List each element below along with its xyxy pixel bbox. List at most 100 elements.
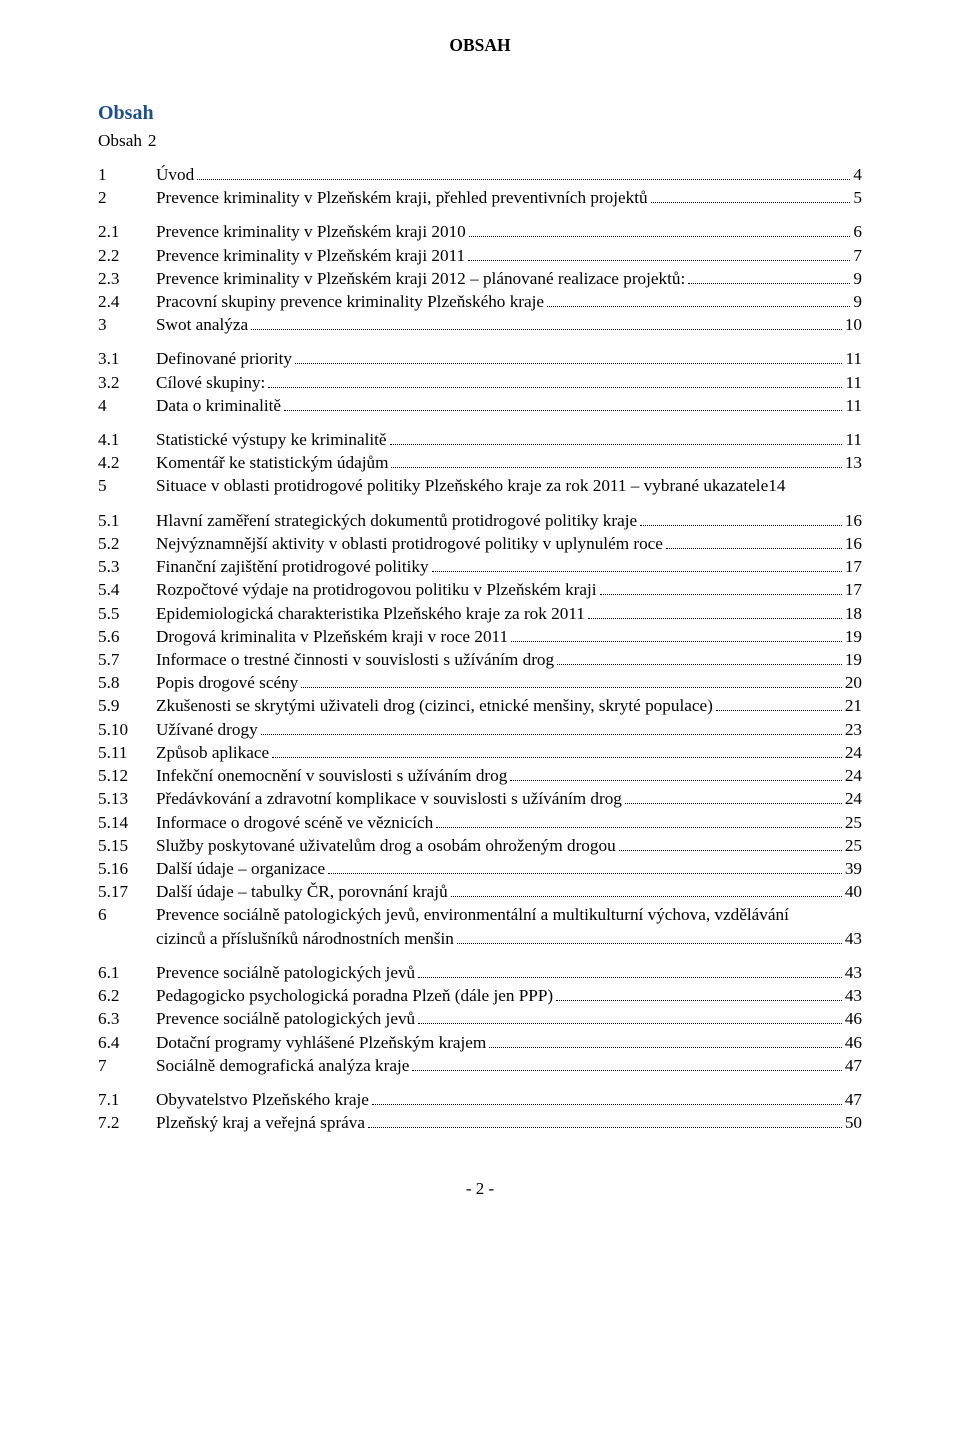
toc-leader	[457, 929, 842, 944]
toc-entry-title-cont: cizinců a příslušníků národnostních menš…	[156, 927, 454, 950]
toc-entry: 2.2Prevence kriminality v Plzeňském kraj…	[98, 244, 862, 267]
toc-heading: Obsah	[98, 100, 862, 127]
toc-entry-number: 7.2	[98, 1111, 156, 1134]
toc-entry-title: Další údaje – organizace	[156, 857, 325, 880]
toc-entry: 5.13Předávkování a zdravotní komplikace …	[98, 787, 862, 810]
toc-entry: 5.4Rozpočtové výdaje na protidrogovou po…	[98, 578, 862, 601]
toc-entry-number: 2.4	[98, 290, 156, 313]
toc-entry-page: 39	[845, 857, 862, 880]
toc-leader	[468, 246, 850, 261]
toc-entry-number: 3.1	[98, 347, 156, 370]
toc-entry: 2.4Pracovní skupiny prevence kriminality…	[98, 290, 862, 313]
toc-entry-number: 5.14	[98, 811, 156, 834]
toc-entry-number: 5.12	[98, 764, 156, 787]
toc-entry: 5.16Další údaje – organizace39	[98, 857, 862, 880]
toc-entry-number: 6	[98, 903, 156, 926]
toc-entry-page: 47	[845, 1054, 862, 1077]
toc-entry: 6Prevence sociálně patologických jevů, e…	[98, 903, 862, 949]
toc-leader	[268, 373, 842, 388]
toc-entry-page: 11	[845, 371, 862, 394]
toc-entry-number: 3.2	[98, 371, 156, 394]
page-header: OBSAH	[98, 34, 862, 58]
toc-entry-title: Pracovní skupiny prevence kriminality Pl…	[156, 290, 544, 313]
toc-entry-page: 4	[853, 163, 862, 186]
toc-entry-number: 2.1	[98, 220, 156, 243]
toc-leader	[651, 188, 851, 203]
toc-leader	[436, 813, 842, 828]
toc-entry-title: Prevence kriminality v Plzeňském kraji, …	[156, 186, 648, 209]
toc-entry-number: 7	[98, 1054, 156, 1077]
toc-entry-page: 5	[853, 186, 862, 209]
toc-obsah-line: Obsah 2	[98, 129, 862, 152]
toc-entry-number: 5.11	[98, 741, 156, 764]
toc-entry: 6.4Dotační programy vyhlášené Plzeňským …	[98, 1031, 862, 1054]
toc-entry-title: Předávkování a zdravotní komplikace v so…	[156, 787, 622, 810]
toc-leader	[372, 1090, 842, 1105]
toc-entry-title: Cílové skupiny:	[156, 371, 265, 394]
toc-leader	[556, 986, 842, 1001]
toc-leader	[489, 1033, 842, 1048]
toc-entry-number: 5.2	[98, 532, 156, 555]
toc-entry: 2.3Prevence kriminality v Plzeňském kraj…	[98, 267, 862, 290]
toc-obsah-label: Obsah	[98, 129, 142, 152]
toc-entry-page: 11	[845, 428, 862, 451]
toc-entry-title: Rozpočtové výdaje na protidrogovou polit…	[156, 578, 597, 601]
toc-leader	[510, 766, 841, 781]
toc-entry-page: 16	[845, 532, 862, 555]
toc-entry: 6.2Pedagogicko psychologická poradna Plz…	[98, 984, 862, 1007]
toc-entry-title: Data o kriminalitě	[156, 394, 281, 417]
toc-entry: 5.3Finanční zajištění protidrogové polit…	[98, 555, 862, 578]
toc-entry-page: 19	[845, 648, 862, 671]
toc-leader	[295, 350, 842, 365]
toc-entry-title: Infekční onemocnění v souvislosti s užív…	[156, 764, 507, 787]
toc-entry-number: 1	[98, 163, 156, 186]
toc-entry-title: Finanční zajištění protidrogové politiky	[156, 555, 429, 578]
toc-entry-page: 10	[845, 313, 862, 336]
toc-entry-page: 43	[845, 984, 862, 1007]
toc-entry-title: Popis drogové scény	[156, 671, 298, 694]
toc-leader	[391, 454, 841, 469]
toc-entry-number: 5.5	[98, 602, 156, 625]
toc-entry-number: 3	[98, 313, 156, 336]
toc-entry: 7.2Plzeňský kraj a veřejná správa50	[98, 1111, 862, 1134]
toc-entry-number: 5.8	[98, 671, 156, 694]
toc-entry-page: 50	[845, 1111, 862, 1134]
toc-entry-title: Komentář ke statistickým údajům	[156, 451, 388, 474]
toc-entry-page: 23	[845, 718, 862, 741]
page-footer: - 2 -	[98, 1178, 862, 1201]
toc-entry-title: Zkušenosti se skrytými uživateli drog (c…	[156, 694, 713, 717]
toc-entry-page: 20	[845, 671, 862, 694]
toc-leader	[261, 720, 842, 735]
toc-entry-number: 2.3	[98, 267, 156, 290]
toc-entry: 7.1Obyvatelstvo Plzeňského kraje47	[98, 1088, 862, 1111]
toc-entry: 1Úvod 4	[98, 163, 862, 186]
toc-entry: 5.6Drogová kriminalita v Plzeňském kraji…	[98, 625, 862, 648]
toc-entry-page: 43	[845, 961, 862, 984]
toc-entry-number: 5.15	[98, 834, 156, 857]
toc-entry-page: 13	[845, 451, 862, 474]
toc-entry: 5.7Informace o trestné činnosti v souvis…	[98, 648, 862, 671]
toc-obsah-page: 2	[148, 129, 157, 152]
toc-entry-page: 21	[845, 694, 862, 717]
toc-entry-title: Definované priority	[156, 347, 292, 370]
toc-entry-page: 25	[845, 811, 862, 834]
toc-entry-page: 24	[845, 741, 862, 764]
toc-entry-page: 46	[845, 1031, 862, 1054]
toc-entry-title: Prevence sociálně patologických jevů	[156, 961, 415, 984]
toc-entry-page: 46	[845, 1007, 862, 1030]
document-page: OBSAH Obsah Obsah 2 1Úvod 4 2 Prevence krim…	[0, 0, 960, 1241]
toc-entry: 5.9Zkušenosti se skrytými uživateli drog…	[98, 694, 862, 717]
toc-entry-title: Sociálně demografická analýza kraje	[156, 1054, 409, 1077]
toc-entry-page: 43	[845, 927, 862, 950]
toc-entry-title: Úvod	[156, 163, 194, 186]
toc-entry-number: 5.7	[98, 648, 156, 671]
toc-entry: 6.3Prevence sociálně patologických jevů4…	[98, 1007, 862, 1030]
toc-entry-title: Pedagogicko psychologická poradna Plzeň …	[156, 984, 553, 1007]
toc-entry-number: 5.13	[98, 787, 156, 810]
toc-leader	[688, 269, 850, 284]
toc-entry-number: 4.1	[98, 428, 156, 451]
toc-entry: 5.2Nejvýznamnější aktivity v oblasti pro…	[98, 532, 862, 555]
toc-leader	[412, 1056, 841, 1071]
toc-leader	[451, 882, 842, 897]
toc-entry-number: 5.3	[98, 555, 156, 578]
